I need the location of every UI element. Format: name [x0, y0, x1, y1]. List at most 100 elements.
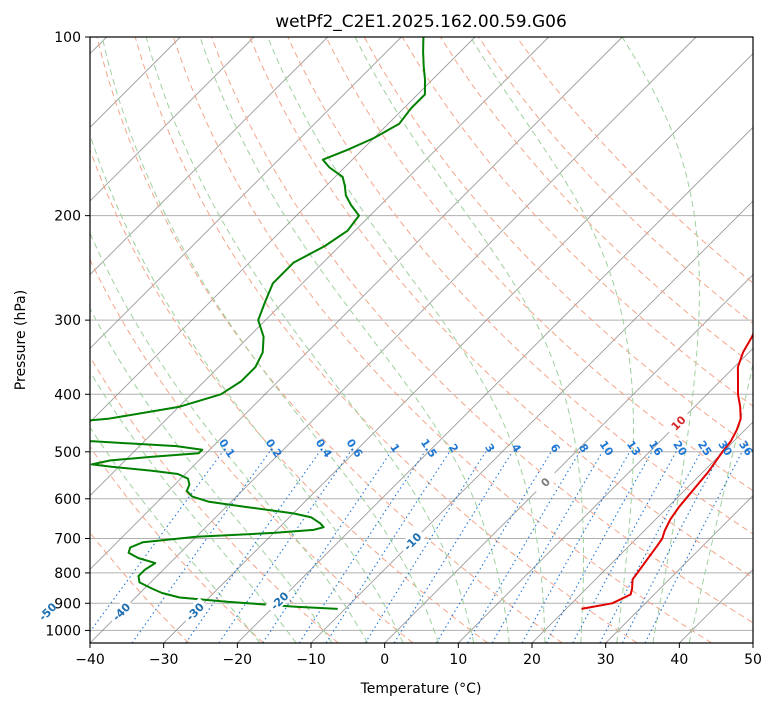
x-tick-label: 20 [523, 652, 541, 668]
isotherm-line [531, 421, 753, 643]
dry-adiabat-line [211, 37, 753, 624]
dry-adiabat-line [516, 37, 753, 284]
mixing-ratio-label: 16 [646, 438, 666, 458]
isotherm-line [384, 274, 753, 643]
x-tick-label: 10 [449, 652, 467, 668]
moist-adiabat-line [90, 133, 404, 643]
isotherm-line [90, 37, 402, 349]
x-tick-label: 0 [380, 652, 389, 668]
y-tick-label: 400 [54, 387, 81, 403]
dry-adiabat-line [96, 37, 563, 643]
dry-adiabat-line [249, 37, 753, 579]
x-axis-ticks: −40 −30 −20 −10 0 10 20 30 40 50 [75, 643, 762, 668]
isotherm-line [605, 495, 753, 643]
mixing-ratio-label: 1 [387, 441, 402, 455]
dry-adiabat-line [134, 37, 638, 643]
isotherm-line [90, 37, 255, 202]
y-tick-label: 700 [54, 532, 81, 548]
dry-adiabat-line [325, 37, 753, 492]
moist-adiabat-line [145, 37, 475, 643]
moist-adiabat-lines [90, 37, 753, 643]
mixing-ratio-line [545, 451, 653, 643]
isotherm-line [458, 347, 753, 643]
dry-adiabat-line [90, 148, 488, 643]
mixing-ratio-line [325, 451, 451, 643]
isotherm-line [679, 568, 753, 643]
x-tick-label: −40 [75, 652, 105, 668]
dry-adiabat-lines [90, 37, 753, 643]
y-tick-label: 1000 [45, 623, 81, 639]
chart-title: wetPf2_C2E1.2025.162.00.59.G06 [275, 12, 567, 32]
moist-adiabat-line [90, 370, 297, 643]
isotherm-line [90, 37, 697, 643]
isotherm-line [90, 37, 549, 497]
dry-adiabat-line [90, 355, 339, 643]
x-tick-label: −30 [149, 652, 179, 668]
isotherm-line [237, 126, 753, 643]
mixing-ratio-line [644, 451, 743, 643]
mixing-ratio-line [599, 451, 702, 643]
temperature-profile-line [581, 331, 753, 610]
moist-adiabat-line [267, 37, 546, 643]
y-axis-ticks: 100 200 300 400 500 600 700 800 900 1000 [45, 30, 90, 639]
isotherm-label-backdrop [398, 527, 426, 555]
isotherm-label-backdrop [531, 468, 559, 496]
y-axis-label: Pressure (hPa) [13, 290, 29, 390]
plot-frame [89, 36, 754, 644]
moist-adiabat-line [90, 426, 261, 643]
mixing-ratio-label: 3 [482, 441, 497, 455]
isotherm-line [90, 37, 476, 423]
isotherm-label-backdrop [664, 408, 692, 437]
y-tick-label: 100 [54, 30, 81, 46]
isotherm-label-backdrop [33, 597, 62, 626]
isotherm-lines [90, 37, 753, 643]
y-tick-label: 300 [54, 313, 81, 329]
mixing-ratio-line [218, 451, 351, 643]
dry-adiabat-line [172, 37, 712, 643]
y-tick-label: 800 [54, 566, 81, 582]
moist-adiabat-line [101, 37, 439, 643]
mixing-ratio-line [467, 451, 581, 643]
mixing-ratio-lines [90, 451, 743, 643]
mixing-ratio-labels: 0.1 0.2 0.4 0.6 1 1.5 2 3 4 6 8 10 13 16 20 25 30 36 [216, 437, 756, 461]
dewpoint-profile-line [90, 37, 426, 610]
mixing-ratio-line [572, 451, 677, 643]
mixing-ratio-label: 13 [624, 438, 643, 458]
moist-adiabat-line [90, 231, 369, 643]
moist-adiabat-line [90, 307, 333, 643]
mixing-ratio-label: 10 [597, 438, 617, 458]
mixing-ratio-line [393, 451, 513, 643]
x-tick-label: −20 [223, 652, 253, 668]
isotherm-line [90, 37, 328, 276]
mixing-ratio-line [262, 451, 392, 643]
moist-adiabat-line [199, 37, 510, 643]
mixing-ratio-line [364, 451, 487, 643]
mixing-ratio-line [435, 451, 552, 643]
moist-adiabat-line [354, 37, 584, 643]
isotherm-label-backdrop [107, 597, 135, 626]
y-tick-label: 900 [54, 596, 81, 612]
x-tick-label: −10 [296, 652, 326, 668]
mixing-ratio-label: 1.5 [418, 437, 440, 460]
y-tick-label: 200 [54, 209, 81, 225]
y-tick-label: 500 [54, 445, 81, 461]
x-tick-label: 30 [597, 652, 615, 668]
isotherm-label-backdrop [180, 597, 209, 626]
mixing-ratio-label: 25 [695, 438, 714, 458]
dry-adiabat-line [90, 258, 414, 643]
dry-adiabat-line [439, 37, 753, 366]
dry-adiabat-line [287, 37, 753, 535]
mixing-ratio-line [185, 451, 321, 643]
mixing-ratio-line [298, 451, 426, 643]
isotherm-line [163, 53, 753, 643]
isotherm-line [752, 642, 753, 643]
moist-adiabat-line [470, 37, 634, 643]
isotherm-line [90, 37, 623, 570]
moist-adiabat-line [621, 37, 700, 643]
isotherm-label-backdrop [265, 586, 293, 615]
isotherm-line [310, 200, 753, 643]
plot-area [90, 37, 753, 643]
moist-adiabat-line [688, 361, 753, 643]
y-tick-label: 600 [54, 492, 81, 508]
